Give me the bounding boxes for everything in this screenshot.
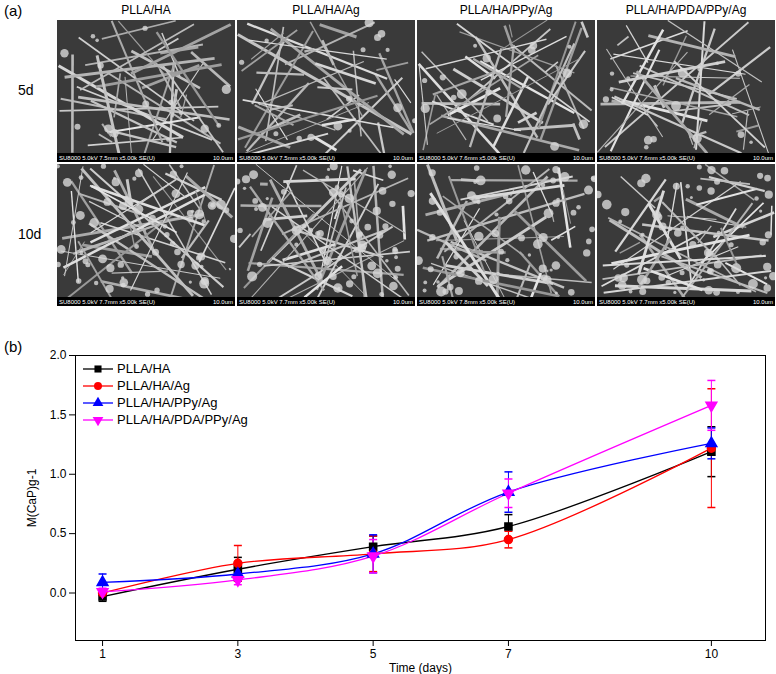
svg-text:SU8000 5.0kV 7.7mm x5.00k SE(U: SU8000 5.0kV 7.7mm x5.00k SE(U) [59,299,155,305]
svg-text:10.0um: 10.0um [573,155,593,161]
svg-text:SU8000 5.0kV 7.8mm x5.00k SE(U: SU8000 5.0kV 7.8mm x5.00k SE(U) [419,299,515,305]
svg-text:10.0um: 10.0um [213,155,233,161]
html-text:PLLA/HA/PDA/PPy/Ag: PLLA/HA/PDA/PPy/Ag [625,3,747,17]
svg-text:1.5: 1.5 [50,408,67,422]
svg-text:0.5: 0.5 [50,526,67,540]
html-text:PLLA/HA/Ag: PLLA/HA/Ag [292,3,360,17]
svg-text:M(CaP)g-1: M(CaP)g-1 [25,468,39,527]
svg-text:10.0um: 10.0um [393,299,413,305]
svg-text:10.0um: 10.0um [393,155,413,161]
html-text:10d: 10d [18,226,42,242]
svg-text:SU8000 5.0kV 7.6mm x5.00k SE(U: SU8000 5.0kV 7.6mm x5.00k SE(U) [419,155,515,161]
svg-text:3: 3 [235,647,242,661]
html-text:PLLA/HA/PDA/PPy/Ag: PLLA/HA/PDA/PPy/Ag [117,412,248,427]
html-text:PLLA/HA: PLLA/HA [117,361,171,376]
svg-text:2.0: 2.0 [50,348,67,362]
svg-text:7: 7 [505,647,512,661]
html-text:PLLA/HA: PLLA/HA [121,3,171,17]
html-text:PLLA/HA/PPy/Ag: PLLA/HA/PPy/Ag [117,395,218,410]
html-text:5d: 5d [18,82,34,98]
svg-text:10.0um: 10.0um [753,155,773,161]
html-text:(b): (b) [4,338,23,355]
svg-text:5: 5 [370,647,377,661]
svg-text:10.0um: 10.0um [213,299,233,305]
svg-text:SU8000 5.0kV 7.7mm x5.00k SE(U: SU8000 5.0kV 7.7mm x5.00k SE(U) [239,299,335,305]
svg-text:1.0: 1.0 [50,467,67,481]
svg-text:10.0um: 10.0um [753,299,773,305]
html-text:(a): (a) [4,2,23,19]
svg-text:10: 10 [705,647,719,661]
html-text:PLLA/HA/Ag: PLLA/HA/Ag [117,378,190,393]
svg-text:1: 1 [99,647,106,661]
svg-text:SU8000 5.0kV 7.7mm x5.00k SE(U: SU8000 5.0kV 7.7mm x5.00k SE(U) [599,299,695,305]
html-text:PLLA/HA/PPy/Ag: PLLA/HA/PPy/Ag [459,3,553,17]
svg-text:SU8000 5.0kV 7.5mm x5.00k SE(U: SU8000 5.0kV 7.5mm x5.00k SE(U) [239,155,335,161]
svg-text:SU8000 5.0kV 7.6mm x5.00k SE(U: SU8000 5.0kV 7.6mm x5.00k SE(U) [599,155,695,161]
svg-text:SU8000 5.0kV 7.5mm x5.00k SE(U: SU8000 5.0kV 7.5mm x5.00k SE(U) [59,155,155,161]
svg-text:10.0um: 10.0um [573,299,593,305]
svg-text:Time (days): Time (days) [389,661,452,674]
svg-text:0.0: 0.0 [50,586,67,600]
